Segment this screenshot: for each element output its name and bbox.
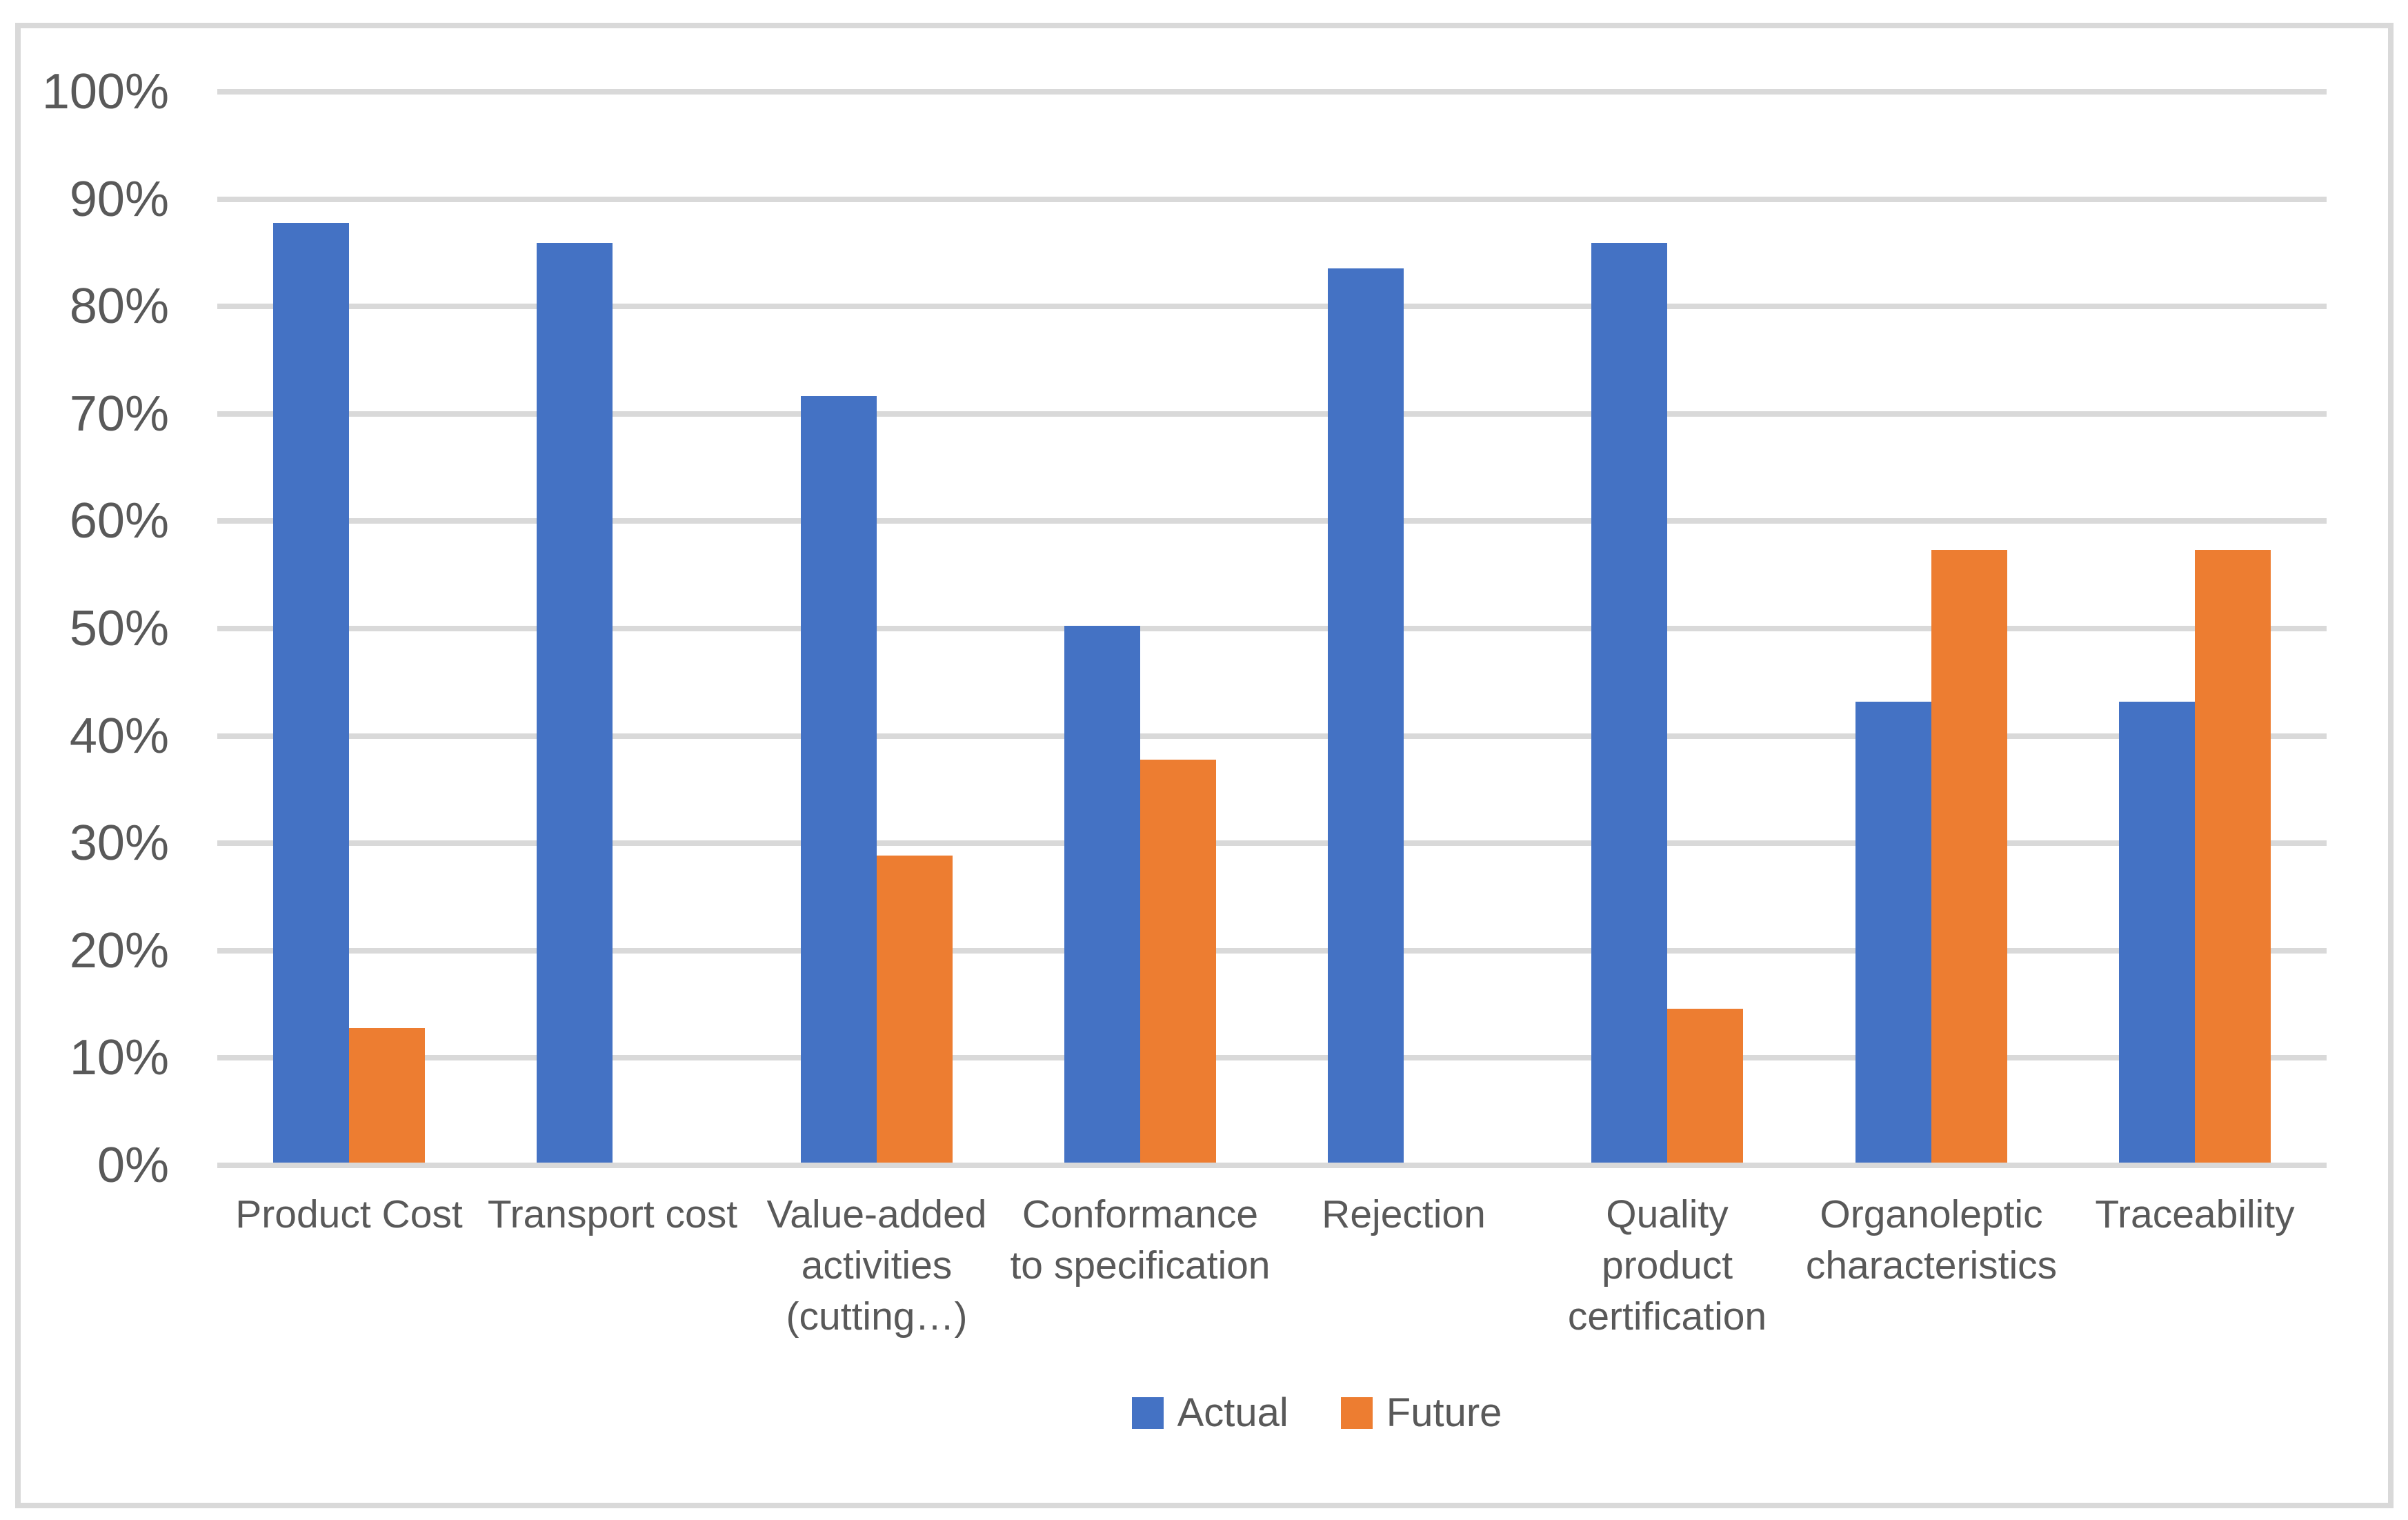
category-label-2: Value-added activities (cutting…) [766, 1192, 987, 1339]
bar-future-7 [2195, 550, 2271, 1163]
legend: Actual Future [262, 1391, 2371, 1435]
bar-actual-3 [1064, 626, 1140, 1163]
legend-label-future: Future [1386, 1390, 1502, 1435]
bar-future-3 [1140, 760, 1216, 1163]
y-tick-label: 70% [69, 386, 169, 442]
gridline [217, 948, 2327, 954]
bar-actual-0 [273, 223, 349, 1163]
gridline [217, 89, 2327, 95]
y-tick-label: 80% [69, 279, 169, 334]
y-tick-label: 100% [41, 64, 169, 119]
category-label-3: Conformance to specification [1010, 1192, 1271, 1287]
bar-future-6 [1931, 550, 2007, 1163]
gridline [217, 411, 2327, 417]
legend-item-actual: Actual [1131, 1390, 1288, 1435]
category-label-1: Transport cost [487, 1192, 738, 1236]
y-tick-label: 90% [69, 172, 169, 227]
gridline [217, 733, 2327, 739]
y-tick-label: 10% [69, 1030, 169, 1085]
category-label-5: Quality product certification [1567, 1192, 1767, 1339]
bar-actual-5 [1591, 243, 1667, 1163]
y-tick-label: 60% [69, 493, 169, 549]
bar-future-5 [1667, 1009, 1743, 1163]
chart-border [15, 23, 2394, 1508]
gridline [217, 840, 2327, 846]
legend-item-future: Future [1340, 1390, 1502, 1435]
bar-future-2 [877, 856, 953, 1163]
category-label-7: Traceability [2095, 1192, 2295, 1236]
y-tick-label: 30% [69, 816, 169, 871]
category-label-4: Rejection [1322, 1192, 1486, 1236]
bar-actual-4 [1328, 268, 1404, 1163]
gridline [217, 518, 2327, 524]
legend-swatch-actual [1131, 1397, 1164, 1429]
legend-swatch-future [1340, 1397, 1373, 1429]
bar-actual-6 [1855, 702, 1931, 1163]
gridline [217, 1055, 2327, 1060]
bar-actual-2 [801, 396, 877, 1163]
category-label-0: Product Cost [235, 1192, 463, 1236]
y-tick-label: 0% [97, 1138, 169, 1193]
bar-actual-1 [537, 243, 613, 1163]
gridline [217, 304, 2327, 309]
y-tick-label: 50% [69, 601, 169, 656]
gridline [217, 626, 2327, 631]
gridline [217, 197, 2327, 202]
bar-actual-7 [2119, 702, 2195, 1163]
y-tick-label: 40% [69, 709, 169, 764]
category-label-6: Organoleptic characteristics [1805, 1192, 2058, 1287]
y-tick-label: 20% [69, 923, 169, 978]
legend-label-actual: Actual [1177, 1390, 1288, 1435]
gridline [217, 1163, 2327, 1168]
bar-future-0 [349, 1028, 425, 1163]
